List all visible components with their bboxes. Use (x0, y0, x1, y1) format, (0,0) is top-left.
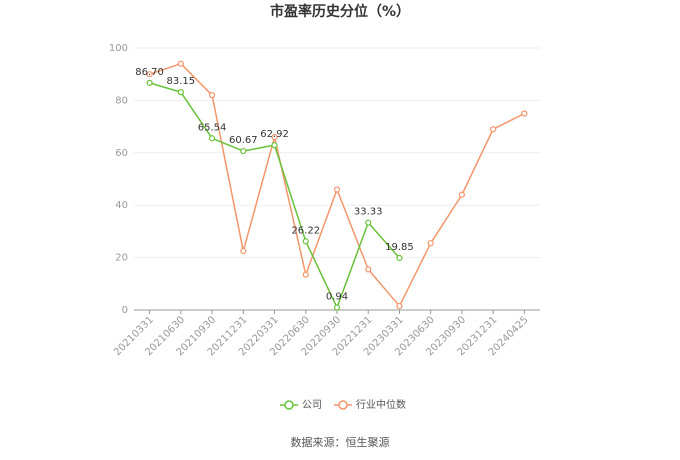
point (521, 110, 528, 117)
point (365, 266, 372, 273)
point (458, 191, 466, 198)
point (333, 186, 341, 193)
y-tick-label: 100 (109, 43, 128, 54)
legend-marker (338, 400, 348, 410)
data-label: 19.85 (385, 242, 414, 253)
data-label: 33.33 (354, 207, 383, 218)
data-label: 65.54 (198, 122, 227, 133)
point (208, 92, 216, 99)
point (365, 219, 372, 226)
point (240, 147, 247, 155)
data-label: 26.22 (291, 225, 320, 236)
point (146, 79, 153, 86)
legend-marker (284, 400, 294, 410)
point (146, 71, 153, 78)
point (396, 254, 403, 262)
point (490, 126, 497, 133)
point (302, 271, 309, 278)
legend-label: 行业中位数 (356, 398, 406, 411)
y-tick-label: 60 (115, 148, 128, 159)
point (396, 302, 403, 310)
point (333, 304, 341, 311)
y-tick-label: 0 (122, 305, 128, 316)
data-label: 0.94 (326, 292, 348, 303)
point (302, 238, 309, 245)
data-label: 62.92 (260, 129, 289, 140)
data-label: 60.67 (229, 135, 258, 146)
point (271, 133, 278, 141)
point (177, 60, 184, 67)
y-tick-label: 80 (115, 95, 128, 106)
chart-title: 市盈率历史分位（%） (270, 3, 410, 20)
data-label: 86.70 (135, 67, 164, 78)
data-label: 83.15 (167, 76, 196, 87)
point (240, 247, 247, 255)
point (427, 240, 434, 247)
series-line (149, 82, 401, 310)
y-tick-label: 40 (115, 200, 128, 211)
point (208, 135, 216, 142)
point (271, 142, 278, 149)
legend-label: 公司 (302, 400, 322, 411)
point (177, 89, 184, 96)
y-tick-label: 20 (115, 253, 128, 264)
source: 数据来源：恒生聚源 (291, 435, 390, 449)
